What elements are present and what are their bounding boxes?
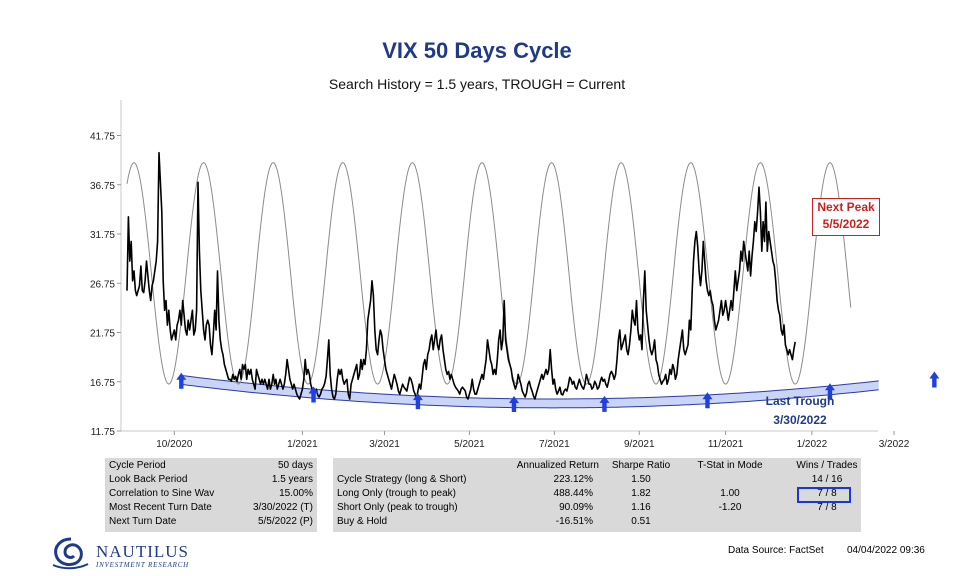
y-tick-label: 26.75 — [90, 279, 115, 290]
stat-label: Most Recent Turn Date — [109, 502, 212, 513]
wins-value: 14 / 16 — [811, 474, 843, 485]
table-row: Look Back Period 1.5 years — [105, 473, 317, 487]
table-row: Correlation to Sine Wav 15.00% — [105, 487, 317, 501]
cycle-stats-table: Cycle Period 50 days Look Back Period 1.… — [105, 458, 317, 532]
next-peak-label: Next Peak — [817, 200, 875, 214]
sine-cycle-layer — [126, 162, 852, 385]
data-source-label: Data Source: FactSet — [728, 545, 824, 556]
x-tick-layer: 10/2020 1/2021 3/2021 5/2021 7/2021 9/2021 11/… — [156, 431, 910, 450]
trough-arrow-icon — [176, 372, 187, 389]
table-row: Long Only (trough to peak) 488.44% 1.82 … — [333, 487, 861, 501]
chart-title: VIX 50 Days Cycle — [382, 38, 572, 63]
stat-value: 1.5 years — [271, 474, 313, 485]
stat-value: 50 days — [277, 460, 313, 471]
sharpe-value: 1.82 — [631, 488, 651, 499]
tstat-value: 1.00 — [720, 488, 740, 499]
stat-label: Correlation to Sine Wav — [109, 488, 215, 499]
tstat-value: -1.20 — [718, 502, 742, 513]
x-tick-label: 1/2021 — [287, 439, 318, 450]
annualized-value: 223.12% — [553, 474, 593, 485]
header-tstat: T-Stat in Mode — [697, 460, 763, 471]
nautilus-shell-icon — [52, 537, 89, 570]
next-peak-annotation: Next Peak 5/5/2022 — [812, 198, 880, 236]
chart-axes — [120, 100, 878, 432]
last-trough-annotation: Last Trough 3/30/2022 — [760, 392, 840, 430]
trough-arrow-icon — [824, 383, 835, 400]
header-sharpe: Sharpe Ratio — [611, 460, 671, 471]
x-tick-label: 1/2022 — [797, 439, 828, 450]
trough-arrow-icon — [412, 393, 423, 410]
stat-value: 15.00% — [279, 488, 313, 499]
x-tick-label: 3/2021 — [369, 439, 400, 450]
logo-name: NAUTILUS — [96, 542, 189, 561]
vix-line — [126, 151, 796, 400]
trend-band-upper-edge — [182, 375, 879, 400]
stat-label: Next Turn Date — [109, 516, 177, 527]
trough-marker-layer — [176, 371, 940, 413]
y-tick-label: 21.75 — [90, 329, 115, 340]
wins-value: 7 / 8 — [817, 488, 837, 499]
trough-arrow-icon — [308, 386, 319, 403]
sharpe-value: 0.51 — [631, 516, 651, 527]
y-tick-label: 41.75 — [90, 132, 115, 143]
last-trough-label: Last Trough — [765, 394, 835, 408]
sharpe-value: 1.50 — [631, 474, 651, 485]
x-tick-label: 9/2021 — [624, 439, 655, 450]
table-row: Buy & Hold -16.51% 0.51 — [333, 515, 861, 529]
trough-arrow-icon — [599, 395, 610, 412]
y-tick-label: 36.75 — [90, 181, 115, 192]
header-annualized: Annualized Return — [516, 460, 599, 471]
sharpe-value: 1.16 — [631, 502, 651, 513]
chart-subtitle: Search History = 1.5 years, TROUGH = Cur… — [328, 76, 626, 92]
wins-value: 7 / 8 — [817, 502, 837, 513]
strategy-label: Long Only (trough to peak) — [337, 488, 456, 499]
header-wins: Wins / Trades — [796, 460, 858, 471]
vix-series-layer — [126, 151, 796, 400]
x-tick-label: 3/2022 — [879, 439, 910, 450]
table-row: Next Turn Date 5/5/2022 (P) — [105, 515, 317, 529]
highlight-box — [797, 487, 851, 503]
strategy-label: Cycle Strategy (long & Short) — [337, 474, 467, 485]
next-peak-date: 5/5/2022 — [822, 217, 870, 231]
x-tick-label: 11/2021 — [708, 439, 744, 450]
trough-arrow-icon — [702, 392, 713, 409]
strategy-label: Buy & Hold — [337, 516, 388, 527]
stat-label: Look Back Period — [109, 474, 188, 485]
annualized-value: 488.44% — [553, 488, 593, 499]
logo-tagline: INVESTMENT RESEARCH — [96, 561, 190, 569]
y-tick-label: 16.75 — [90, 378, 115, 389]
table-row: Most Recent Turn Date 3/30/2022 (T) — [105, 501, 317, 515]
stat-value: 3/30/2022 (T) — [252, 502, 313, 513]
strategy-label: Short Only (peak to trough) — [337, 502, 458, 513]
trend-band-fill — [182, 375, 879, 408]
trough-arrow-icon — [508, 396, 519, 413]
nautilus-logo: NAUTILUS INVESTMENT RESEARCH — [50, 535, 200, 571]
stat-value: 5/5/2022 (P) — [257, 516, 313, 527]
y-tick-layer: 41.75 36.75 31.75 26.75 21.75 16.75 11.75 — [90, 132, 121, 438]
y-tick-label: 11.75 — [91, 427, 116, 438]
table-row: Cycle Strategy (long & Short) 223.12% 1.… — [333, 473, 861, 487]
table-header-row: Annualized Return Sharpe Ratio T-Stat in… — [333, 459, 861, 473]
table-row: Cycle Period 50 days — [105, 459, 317, 473]
performance-table: Annualized Return Sharpe Ratio T-Stat in… — [333, 458, 861, 532]
stat-label: Cycle Period — [109, 460, 166, 471]
x-tick-label: 7/2021 — [539, 439, 570, 450]
table-row: Short Only (peak to trough) 90.09% 1.16 … — [333, 501, 861, 515]
report-timestamp: 04/04/2022 09:36 — [847, 545, 925, 556]
y-tick-label: 31.75 — [90, 230, 115, 241]
x-tick-label: 10/2020 — [156, 439, 193, 450]
annualized-value: -16.51% — [555, 516, 593, 527]
last-trough-date: 3/30/2022 — [773, 413, 827, 427]
x-tick-label: 5/2021 — [454, 439, 485, 450]
sine-cycle-line — [126, 162, 852, 385]
annualized-value: 90.09% — [559, 502, 593, 513]
trough-arrow-icon — [929, 371, 940, 388]
